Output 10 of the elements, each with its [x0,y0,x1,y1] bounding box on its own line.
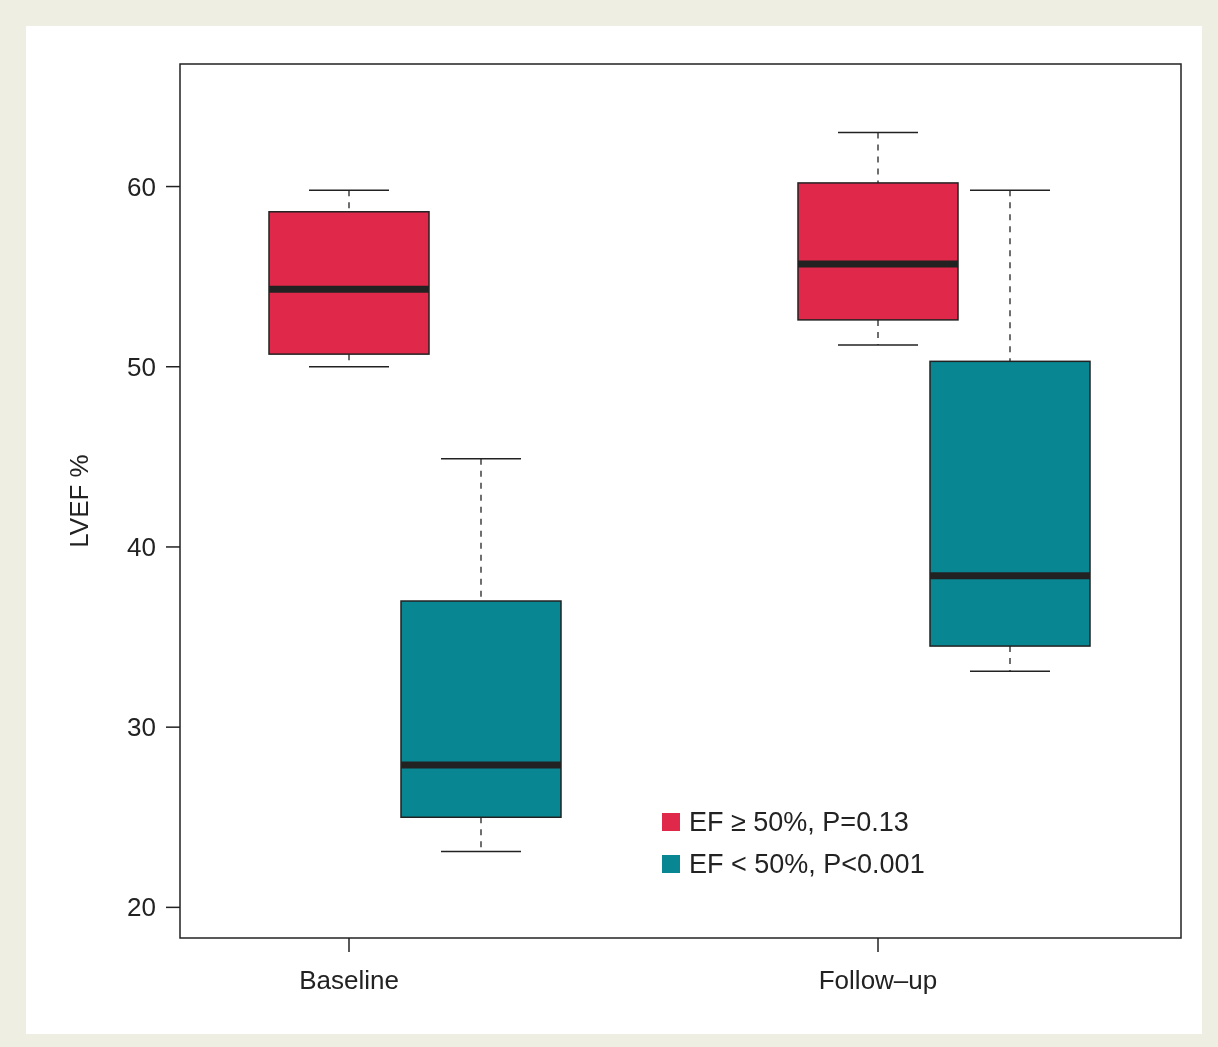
y-axis-title: LVEF % [64,454,94,548]
legend-label: EF < 50%, P<0.001 [689,849,925,880]
y-tick-label: 60 [127,171,156,202]
x-tick-label: Baseline [299,965,399,995]
legend-label: EF ≥ 50%, P=0.13 [689,807,909,838]
y-tick-label: 30 [127,712,156,743]
y-tick-label: 20 [127,892,156,923]
y-tick-label: 40 [127,532,156,563]
x-tick-label: Follow–up [818,965,938,995]
y-tick-label: 50 [127,351,156,382]
